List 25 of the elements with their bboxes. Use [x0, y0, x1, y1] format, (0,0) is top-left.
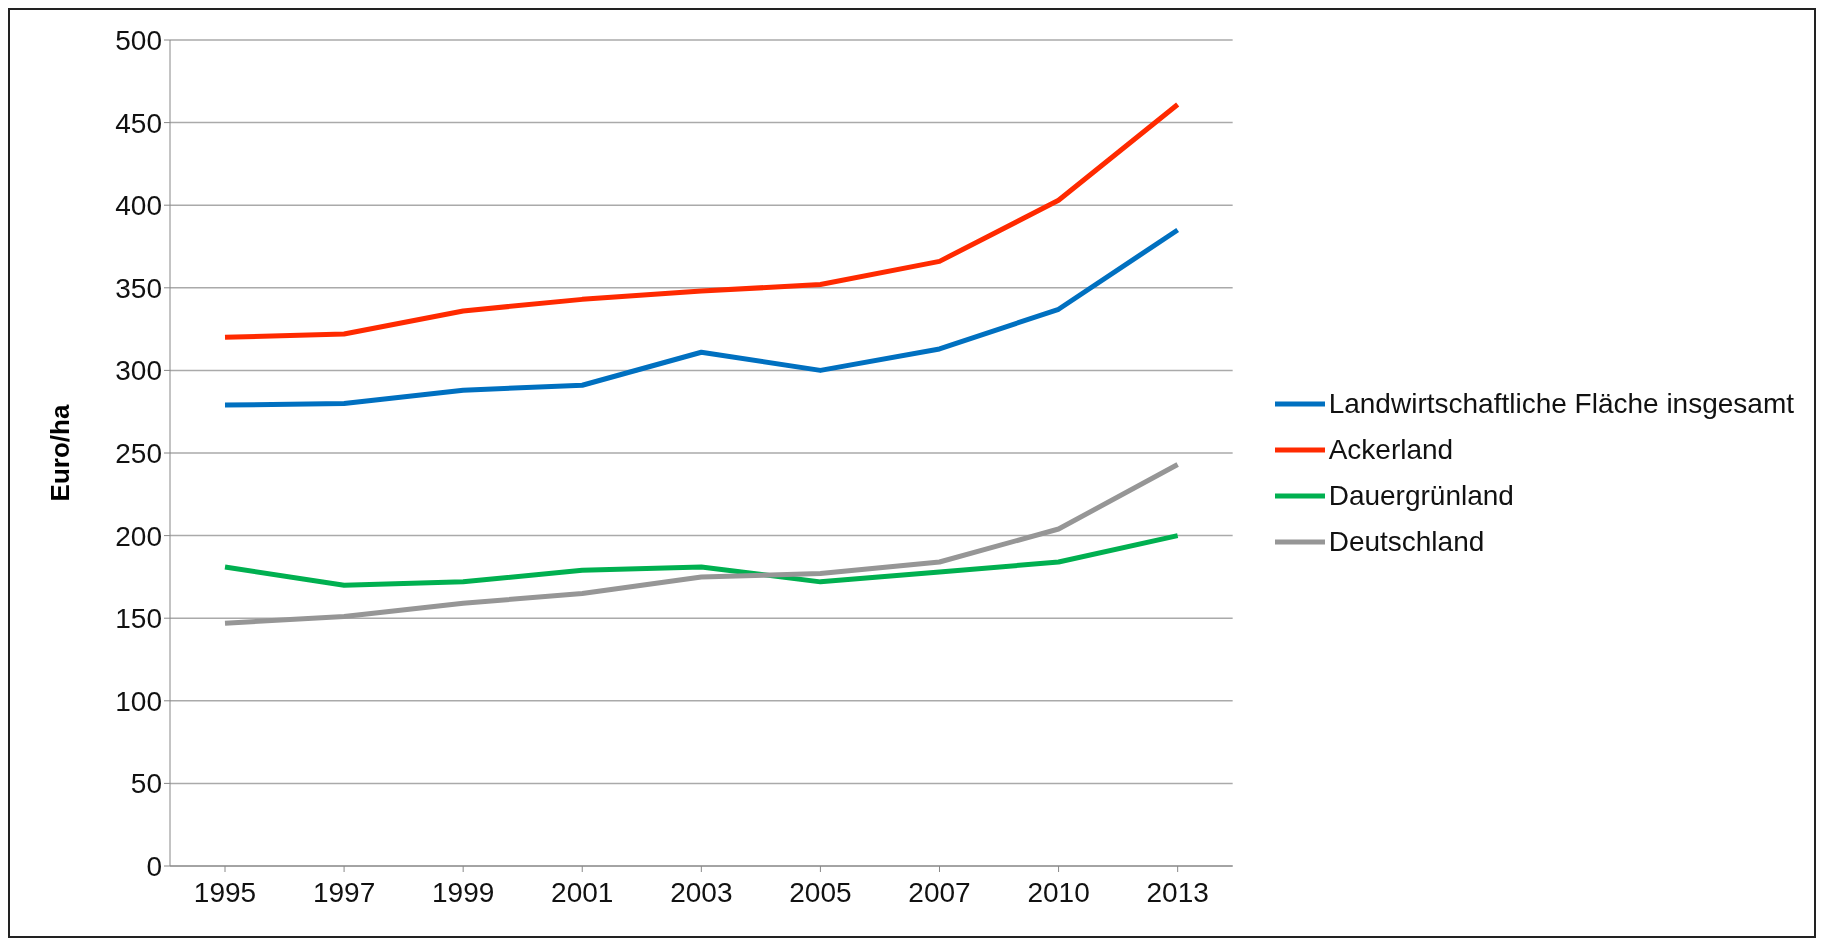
- y-tick-label: 450: [115, 107, 162, 139]
- x-tick-label: 2010: [1027, 876, 1090, 908]
- legend-label: Deutschland: [1328, 526, 1485, 558]
- y-tick-label: 50: [130, 768, 162, 800]
- x-tick-label: 2003: [670, 876, 733, 908]
- x-tick-label: 1999: [432, 876, 495, 908]
- x-tick-label: 1997: [312, 876, 376, 908]
- y-tick-label: 250: [115, 437, 162, 469]
- y-tick-label: 300: [115, 355, 162, 387]
- y-tick-label: 150: [115, 603, 162, 635]
- x-tick-label: 2013: [1146, 876, 1209, 908]
- y-tick-label: 500: [115, 24, 162, 56]
- y-tick-label: 100: [115, 685, 162, 717]
- y-tick-label: 0: [146, 850, 162, 882]
- x-tick-label: 1995: [193, 876, 257, 908]
- y-tick-label: 200: [115, 520, 162, 552]
- legend-label: Landwirtschaftliche Fläche insgesamt: [1328, 388, 1794, 420]
- x-tick-label: 2005: [789, 876, 852, 908]
- legend-label: Ackerland: [1328, 434, 1454, 466]
- y-tick-label: 400: [115, 190, 162, 222]
- legend-label: Dauergrünland: [1328, 480, 1514, 512]
- x-tick-label: 2007: [908, 876, 971, 908]
- x-tick-label: 2001: [551, 876, 614, 908]
- y-tick-label: 350: [115, 272, 162, 304]
- y-axis-title: Euro/ha: [45, 404, 76, 502]
